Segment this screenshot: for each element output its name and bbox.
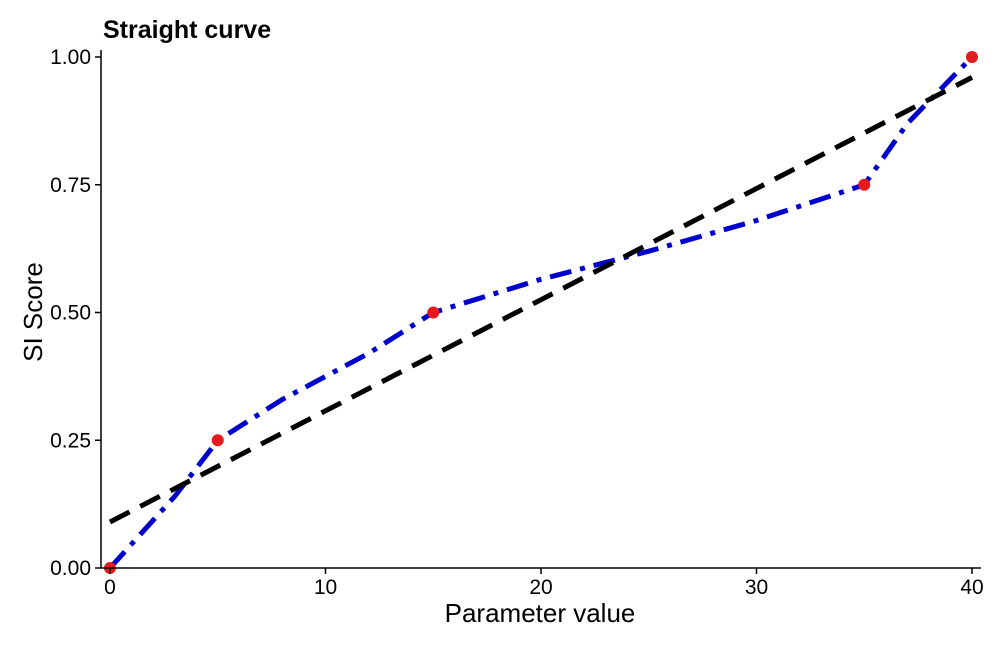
x-axis-title: Parameter value [445,598,636,628]
y-axis-ticks: 0.00 0.25 0.50 0.75 1.00 [50,46,101,580]
data-point [966,51,978,63]
y-tick-label: 0.00 [50,557,91,580]
curve-line-dotdash [108,55,974,570]
x-axis-ticks: 0 10 20 30 40 [104,568,984,599]
x-tick-label: 30 [745,576,768,599]
x-tick-label: 0 [104,576,116,599]
x-tick-label: 40 [960,576,983,599]
fit-line-dashed [108,75,974,525]
plot-lines [108,55,974,570]
y-tick-label: 0.25 [50,429,91,452]
x-tick-label: 10 [314,576,337,599]
plot-points [104,51,978,574]
data-point [211,434,224,447]
y-tick-label: 0.75 [50,174,91,197]
chart-title: Straight curve [103,16,271,44]
y-tick-label: 0.50 [50,302,91,325]
data-point [427,306,440,319]
y-tick-label: 1.00 [50,46,91,69]
data-point [858,178,871,191]
x-tick-label: 20 [529,576,552,599]
y-axis-title: SI Score [18,262,48,362]
